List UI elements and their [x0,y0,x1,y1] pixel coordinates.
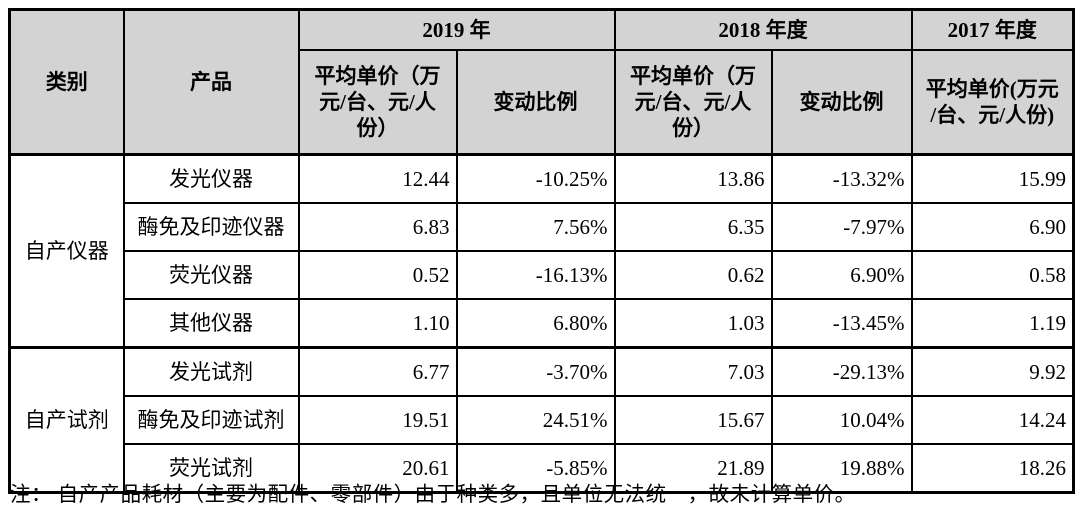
avg-2017-cell: 6.90 [910,202,1075,252]
chg-2019-cell: 24.51% [455,395,616,445]
avg-2018-cell: 15.67 [613,395,773,445]
avg-2017-cell: 0.58 [910,250,1075,300]
unit-price-table: 类别 产品 2019 年 2018 年度 2017 年度 平均单价（万 元/台、… [8,8,1075,494]
product-cell: 酶免及印迹试剂 [122,395,300,445]
chg-2018-cell: -13.32% [770,153,913,204]
table-header: 类别 产品 2019 年 2018 年度 2017 年度 平均单价（万 元/台、… [8,8,1075,156]
table-row: 其他仪器 1.10 6.80% 1.03 -13.45% 1.19 [10,298,1075,349]
chg-2018-cell: -7.97% [770,202,913,252]
chg-2019-cell: -5.85% [455,443,616,494]
table-footnote: 注： 自产产品耗材（主要为配件、零部件）由于种类多，且单位无法统一，故未计算单价… [10,484,856,506]
avg-2019-cell: 1.10 [297,298,458,349]
avg-2018-cell: 0.62 [613,250,773,300]
avg-2018-cell: 1.03 [613,298,773,349]
header-change-ratio-2019: 变动比例 [455,49,616,156]
avg-2019-cell: 20.61 [297,443,458,494]
product-cell: 发光仪器 [122,153,300,204]
header-avg-price-2018: 平均单价（万 元/台、元/人 份） [613,49,773,156]
chg-2019-cell: -10.25% [455,153,616,204]
product-cell: 发光试剂 [122,346,300,397]
avg-2018-cell: 6.35 [613,202,773,252]
category-cell: 自产仪器 [8,153,125,349]
chg-2018-cell: -13.45% [770,298,913,349]
product-cell: 酶免及印迹仪器 [122,202,300,252]
product-cell: 荧光仪器 [122,250,300,300]
chg-2019-cell: -3.70% [455,346,616,397]
header-year-2017: 2017 年度 [910,8,1075,51]
chg-2019-cell: -16.13% [455,250,616,300]
header-year-row: 类别 产品 2019 年 2018 年度 2017 年度 [8,8,1075,156]
chg-2018-cell: -29.13% [770,346,913,397]
header-avg-price-2017: 平均单价(万元 /台、元/人份) [910,49,1075,156]
avg-2017-cell: 9.92 [910,346,1075,397]
avg-2019-cell: 6.77 [297,346,458,397]
table-row: 自产仪器 发光仪器 12.44 -10.25% 13.86 -13.32% 15… [8,153,1075,349]
product-cell: 其他仪器 [122,298,300,349]
avg-2019-cell: 19.51 [297,395,458,445]
category-cell: 自产试剂 [8,346,125,494]
avg-2019-cell: 6.83 [297,202,458,252]
table-row: 酶免及印迹仪器 6.83 7.56% 6.35 -7.97% 6.90 [10,202,1075,252]
chg-2019-cell: 7.56% [455,202,616,252]
avg-2019-cell: 0.52 [297,250,458,300]
avg-2017-cell: 14.24 [910,395,1075,445]
header-avg-price-2019: 平均单价（万 元/台、元/人 份） [297,49,458,156]
chg-2019-cell: 6.80% [455,298,616,349]
chg-2018-cell: 6.90% [770,250,913,300]
table-row: 酶免及印迹试剂 19.51 24.51% 15.67 10.04% 14.24 [10,395,1075,445]
chg-2018-cell: 19.88% [770,443,913,494]
header-year-2019: 2019 年 [297,8,616,51]
avg-2017-cell: 15.99 [910,153,1075,204]
chg-2018-cell: 10.04% [770,395,913,445]
avg-2018-cell: 21.89 [613,443,773,494]
header-product: 产品 [122,8,300,156]
avg-2017-cell: 18.26 [910,443,1075,494]
header-year-2018: 2018 年度 [613,8,913,51]
avg-2018-cell: 7.03 [613,346,773,397]
avg-2019-cell: 12.44 [297,153,458,204]
table-row: 荧光仪器 0.52 -16.13% 0.62 6.90% 0.58 [10,250,1075,300]
avg-2017-cell: 1.19 [910,298,1075,349]
header-change-ratio-2018: 变动比例 [770,49,913,156]
header-category: 类别 [8,8,125,156]
table-body: 自产仪器 发光仪器 12.44 -10.25% 13.86 -13.32% 15… [8,153,1075,494]
product-cell: 荧光试剂 [122,443,300,494]
table-row: 自产试剂 发光试剂 6.77 -3.70% 7.03 -29.13% 9.92 [8,346,1075,494]
table-row: 荧光试剂 20.61 -5.85% 21.89 19.88% 18.26 [10,443,1075,494]
avg-2018-cell: 13.86 [613,153,773,204]
header-sub-row: 平均单价（万 元/台、元/人 份） 变动比例 平均单价（万 元/台、元/人 份）… [10,49,1075,156]
